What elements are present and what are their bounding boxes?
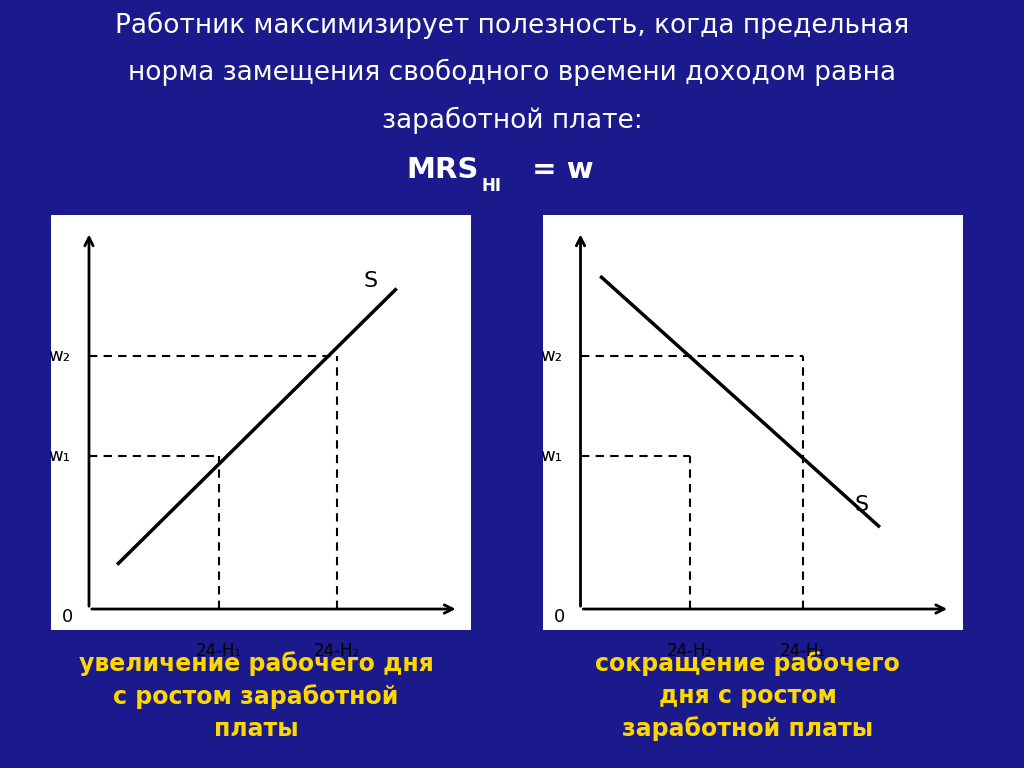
Text: w₂: w₂ [48,347,71,365]
Text: w₁: w₁ [540,446,562,465]
Text: HI: HI [481,177,502,195]
Text: 24-H₁: 24-H₁ [780,642,826,660]
Text: S: S [364,271,377,291]
Text: сокращение рабочего
дня с ростом
заработной платы: сокращение рабочего дня с ростом заработ… [595,651,900,741]
Text: = w: = w [522,157,594,184]
Text: w₂: w₂ [540,347,562,365]
Text: w₁: w₁ [48,446,71,465]
Text: MRS: MRS [407,157,479,184]
Text: Работник максимизирует полезность, когда предельная: Работник максимизирует полезность, когда… [115,12,909,38]
FancyBboxPatch shape [543,215,963,630]
Text: заработной плате:: заработной плате: [382,107,642,134]
Text: 24-H₂: 24-H₂ [667,642,713,660]
Text: норма замещения свободного времени доходом равна: норма замещения свободного времени доход… [128,59,896,86]
Text: 24-H₁: 24-H₁ [196,642,243,660]
Text: 24-H₂: 24-H₂ [313,642,359,660]
Text: 0: 0 [62,607,74,626]
Text: S: S [855,495,868,515]
FancyBboxPatch shape [51,215,471,630]
Text: увеличение рабочего дня
с ростом заработной
платы: увеличение рабочего дня с ростом заработ… [79,651,433,741]
Text: 0: 0 [554,607,565,626]
